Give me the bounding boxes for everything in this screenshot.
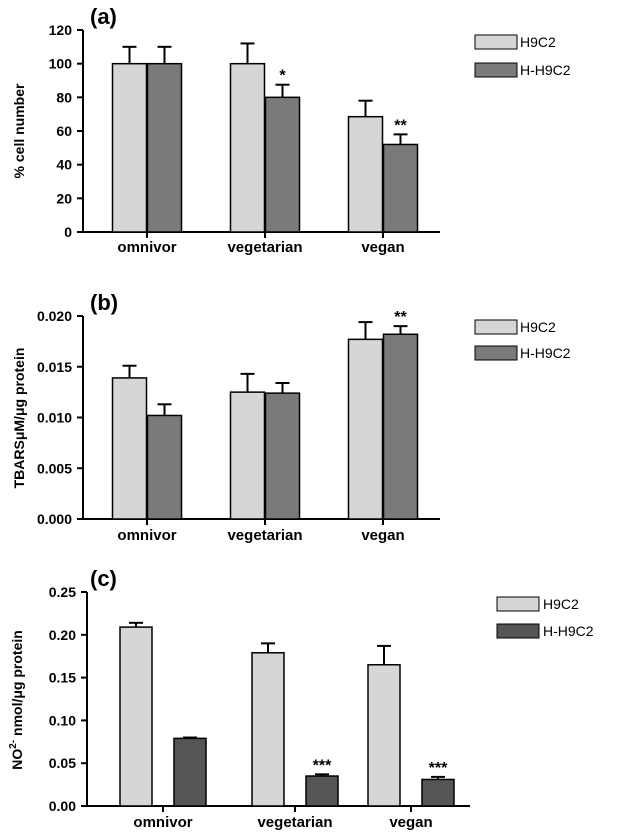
- legend-a: H9C2 H-H9C2: [474, 34, 571, 78]
- y-axis-label-c-rest: nmol/μg protein: [9, 630, 25, 740]
- panel-b: (b) TBARSμM/μg protein H9C2 H-H9C2 0.000…: [11, 290, 571, 544]
- x-tick-label: vegetarian: [227, 239, 302, 256]
- panel-c: (c) NO2- nmol/μg protein H9C2 H-H9C2 0.0…: [8, 566, 594, 831]
- y-tick-label: 0.00: [49, 798, 76, 814]
- legend-swatch-h9c2: [496, 596, 540, 612]
- x-tick-label: vegan: [389, 814, 432, 831]
- y-tick-label: 0.005: [37, 460, 72, 476]
- y-tick-label: 0.000: [37, 511, 72, 527]
- legend-b: H9C2 H-H9C2: [474, 319, 571, 361]
- y-axis-label-a: % cell number: [11, 83, 27, 178]
- bar-h-h9c2-omnivor: [146, 62, 183, 233]
- y-tick-label: 40: [56, 157, 72, 173]
- legend-label-h9c2: H9C2: [520, 34, 556, 50]
- y-tick-label: 0.25: [49, 584, 76, 600]
- y-tick-label: 0.05: [49, 755, 76, 771]
- panel-a: (a) % cell number H9C2 H-H9C2 0 20 40 60 80 1…: [11, 4, 571, 256]
- panel-label-b: (b): [90, 290, 118, 315]
- y-tick-label: 100: [49, 56, 73, 72]
- bar-h-h9c2-vegan: [382, 333, 419, 520]
- legend-c: H9C2 H-H9C2: [496, 596, 594, 639]
- bar-h9c2-vegetarian: [229, 62, 266, 233]
- panel-label-a: (a): [90, 4, 117, 29]
- y-tick-label: 60: [56, 123, 72, 139]
- legend-label-h9c2: H9C2: [543, 596, 579, 612]
- legend-swatch-h9c2: [474, 319, 518, 335]
- y-tick-label: 0.10: [49, 712, 76, 728]
- bar-h-h9c2-omnivor: [146, 414, 183, 520]
- x-tick-label: vegan: [361, 527, 404, 544]
- legend-swatch-h-h9c2: [474, 62, 518, 78]
- bar-h-h9c2-omnivor: [173, 737, 207, 807]
- legend-label-h9c2: H9C2: [520, 319, 556, 335]
- legend-swatch-h-h9c2: [496, 623, 540, 639]
- bar-h9c2-omnivor: [119, 626, 153, 807]
- bar-h-h9c2-vegan: [421, 778, 455, 807]
- x-tick-label: vegetarian: [257, 814, 332, 831]
- bar-h9c2-vegetarian: [229, 391, 266, 520]
- bar-h9c2-omnivor: [111, 62, 148, 233]
- y-tick-label: 0.020: [37, 308, 72, 324]
- bar-h9c2-vegan: [347, 338, 384, 520]
- bar-h9c2-vegetarian: [251, 652, 285, 807]
- y-tick-label: 0.015: [37, 359, 72, 375]
- y-tick-label: 120: [49, 22, 73, 38]
- y-tick-label: 0.15: [49, 670, 76, 686]
- legend-label-h-h9c2: H-H9C2: [520, 62, 571, 78]
- x-tick-label: vegan: [361, 239, 404, 256]
- y-axis-label-c-main: NO: [9, 749, 25, 770]
- significance-marker: *: [279, 68, 286, 85]
- y-tick-label: 0.20: [49, 627, 76, 643]
- significance-marker: ***: [313, 757, 332, 774]
- y-tick-label: 20: [56, 190, 72, 206]
- y-tick-label: 80: [56, 89, 72, 105]
- x-tick-label: omnivor: [117, 527, 176, 544]
- bar-h9c2-vegan: [367, 664, 401, 807]
- significance-marker: **: [394, 309, 407, 326]
- y-axis-label-c: NO2- nmol/μg protein: [8, 630, 25, 770]
- y-axis-label-b: TBARSμM/μg protein: [11, 348, 27, 489]
- x-tick-label: omnivor: [117, 239, 176, 256]
- bar-h9c2-vegan: [347, 115, 384, 233]
- bar-h-h9c2-vegan: [382, 143, 419, 233]
- legend-label-h-h9c2: H-H9C2: [543, 623, 594, 639]
- significance-marker: **: [394, 117, 407, 134]
- bar-h-h9c2-vegetarian: [305, 775, 339, 807]
- panel-label-c: (c): [90, 566, 117, 591]
- bar-h-h9c2-vegetarian: [264, 392, 301, 520]
- bar-h-h9c2-vegetarian: [264, 96, 301, 233]
- significance-marker: ***: [429, 760, 448, 777]
- legend-label-h-h9c2: H-H9C2: [520, 345, 571, 361]
- legend-swatch-h-h9c2: [474, 345, 518, 361]
- x-tick-label: vegetarian: [227, 527, 302, 544]
- y-axis-label-c-sup: 2-: [8, 740, 19, 749]
- x-tick-label: omnivor: [133, 814, 192, 831]
- legend-swatch-h9c2: [474, 34, 518, 50]
- bar-h9c2-omnivor: [111, 377, 148, 520]
- y-tick-label: 0.010: [37, 410, 72, 426]
- y-tick-label: 0: [64, 224, 72, 240]
